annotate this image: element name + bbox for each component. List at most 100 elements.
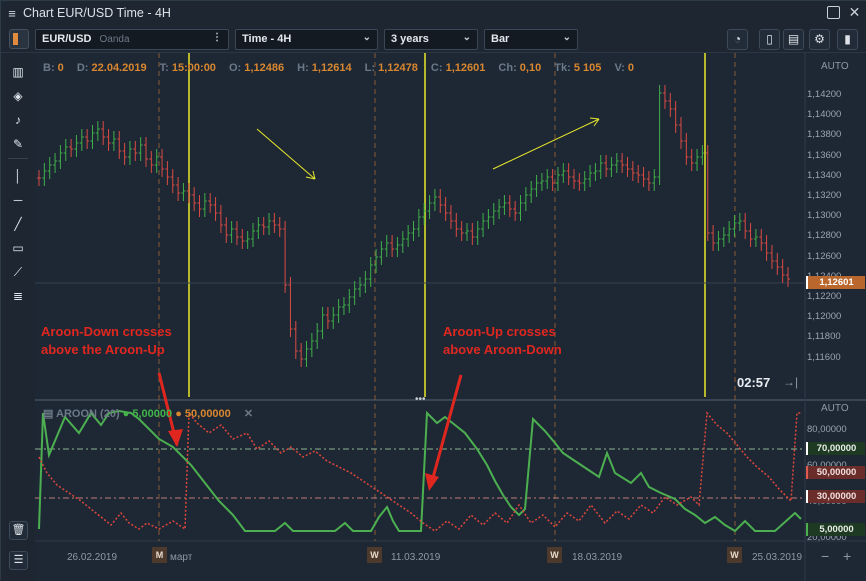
trend-arrow (256, 128, 316, 180)
time-label: 11.03.2019 (391, 552, 441, 563)
zoom-in-button[interactable]: + (843, 548, 852, 564)
price-axis-label: 1,14200 (807, 89, 842, 100)
aroon-legend: ▤ AROON (20) ● 5,00000 ● 50,00000 ✕ (43, 408, 254, 420)
period-value: 3 years (391, 33, 429, 45)
scroll-to-end-icon[interactable]: →| (783, 375, 799, 389)
aroon-axis-label: 80,00000 (807, 424, 847, 435)
current-price-badge: 1,12601 (806, 276, 865, 289)
data-source: Oanda (99, 34, 130, 45)
price-axis-label: 1,11800 (807, 331, 841, 343)
list-icon[interactable]: ☰ (9, 551, 28, 570)
price-axis-auto[interactable]: AUTO (821, 61, 849, 72)
aroon-up-badge: 5,00000 (806, 523, 865, 536)
chart-type-select[interactable]: Bar ⌄ (484, 29, 578, 50)
ohlc-b: 0 (57, 62, 64, 74)
pencil-icon[interactable]: ✎ (12, 137, 24, 151)
trend-arrowhead (589, 117, 600, 127)
indicator-pane (35, 401, 805, 541)
menu-icon[interactable]: ≡ (8, 5, 16, 21)
bar-chart-icon[interactable]: ▥ (12, 65, 24, 79)
close-icon[interactable]: ✕ (848, 4, 861, 20)
time-label: март (170, 552, 193, 563)
ohlc-readout: B: 0 D: 22.04.2019 T: 15:00:00 O: 1,1248… (43, 62, 635, 74)
mouse-icon[interactable]: ▯ (759, 29, 780, 50)
bar-countdown: 02:57 (737, 375, 771, 390)
price-axis-label: 1,13200 (807, 190, 842, 201)
gear-icon[interactable]: ⚙ (809, 29, 830, 50)
annotation-arrowhead (168, 429, 183, 447)
aroon-up-line (38, 409, 802, 533)
annotation-arrow (429, 374, 463, 486)
toolbar-divider (8, 158, 28, 159)
indicator-icon[interactable]: ◔ (727, 29, 748, 50)
aroon-axis-label: 20,00000 (807, 532, 847, 543)
panel-icon[interactable]: ▮ (837, 29, 858, 50)
chart-type-value: Bar (491, 33, 510, 45)
aroon-down-badge: 50,00000 (806, 466, 865, 479)
price-axis-label: 1,12200 (807, 291, 842, 302)
template-icon[interactable]: ▤ (783, 29, 804, 50)
drawing-toolbar: ▥ ◈ ♪ ✎ │ ─ ╱ ▭ ⟋ ≣ 🗑 ☰ (1, 53, 35, 581)
indicator-icon: ▤ (43, 408, 57, 420)
ohlc-high: 1,12614 (311, 62, 352, 74)
alert-bell-icon[interactable]: ♪ (15, 113, 21, 127)
level-30-badge: 30,00000 (806, 490, 865, 503)
price-pane (35, 53, 805, 399)
period-select[interactable]: 3 years ⌄ (384, 29, 478, 50)
week-badge: W (547, 547, 562, 563)
ohlc-volume: 0 (627, 62, 635, 74)
close-indicator-icon[interactable]: ✕ (243, 408, 254, 420)
trend-arrow (492, 118, 600, 170)
symbol-menu-icon[interactable]: ⋮ (212, 32, 222, 43)
ohlc-open: 1,12486 (244, 62, 285, 74)
annotation-aroon-down: Aroon-Down crosses above the Aroon-Up (41, 324, 172, 357)
price-axis-label: 1,12800 (807, 230, 842, 242)
price-axis-label: 1,12600 (807, 250, 842, 262)
pane-resize-handle: ••• (415, 394, 426, 405)
ohlc-date: 22.04.2019 (91, 62, 147, 74)
ohlc-ticks: 5 105 (573, 62, 602, 74)
aroon-down-line (38, 410, 801, 532)
vertical-line-icon[interactable]: │ (14, 169, 22, 183)
chevron-down-icon: ⌄ (462, 32, 471, 43)
fibonacci-icon[interactable]: ≣ (12, 289, 24, 303)
aroon-axis-label: 60,00000 (807, 460, 847, 471)
time-label: 18.03.2019 (572, 552, 623, 563)
annotation-arrowhead (425, 473, 439, 491)
time-label: 25.03.2019 (752, 552, 803, 563)
zoom-out-button[interactable]: − (821, 548, 830, 564)
indicator-axis-auto[interactable]: AUTO (821, 403, 849, 414)
ohlc-time: 15:00:00 (171, 62, 216, 74)
trend-line-icon[interactable]: ╱ (14, 217, 22, 231)
price-axis-label: 1,12000 (807, 311, 842, 323)
symbol-selector[interactable]: EUR/USD Oanda ⋮ (35, 29, 229, 50)
trash-icon[interactable]: 🗑 (9, 521, 28, 540)
annotation-aroon-up: Aroon-Up crosses above Aroon-Down (443, 324, 562, 357)
level-70-badge: 70,00000 (806, 442, 865, 455)
rectangle-icon[interactable]: ▭ (12, 241, 24, 255)
fan-icon[interactable]: ⟋ (13, 265, 23, 279)
price-axis-label: 1,14000 (807, 109, 842, 121)
week-badge: W (367, 547, 382, 563)
price-axis-label: 1,13400 (807, 169, 842, 181)
restore-icon[interactable] (827, 6, 840, 19)
chart-canvas[interactable]: ••• (35, 53, 866, 581)
time-label: 26.02.2019 (67, 552, 118, 563)
title-bar: ≡ Chart EUR/USD Time - 4H ✕ (1, 1, 866, 25)
week-badge: W (727, 547, 742, 563)
chevron-down-icon: ⌄ (562, 32, 571, 43)
timeframe-select[interactable]: Time - 4H ⌄ (235, 29, 378, 50)
price-axis-label: 1,13000 (807, 210, 842, 222)
panel-toggle-button[interactable] (9, 29, 29, 49)
ohlc-change: 0,10 (519, 62, 542, 74)
chart-area[interactable]: ••• B: 0 D: 22.04.2019 T: 15:00:00 O: 1,… (35, 53, 866, 581)
aroon-down-value: 50,00000 (184, 408, 231, 420)
aroon-up-value: 5,00000 (132, 408, 173, 420)
symbol-name: EUR/USD (42, 33, 92, 45)
timeframe-value: Time - 4H (242, 33, 292, 45)
ohlc-close: 1,12601 (445, 62, 486, 74)
horizontal-line-icon[interactable]: ─ (13, 193, 23, 207)
price-axis-label: 1,13800 (807, 129, 842, 141)
layers-icon[interactable]: ◈ (13, 89, 23, 103)
